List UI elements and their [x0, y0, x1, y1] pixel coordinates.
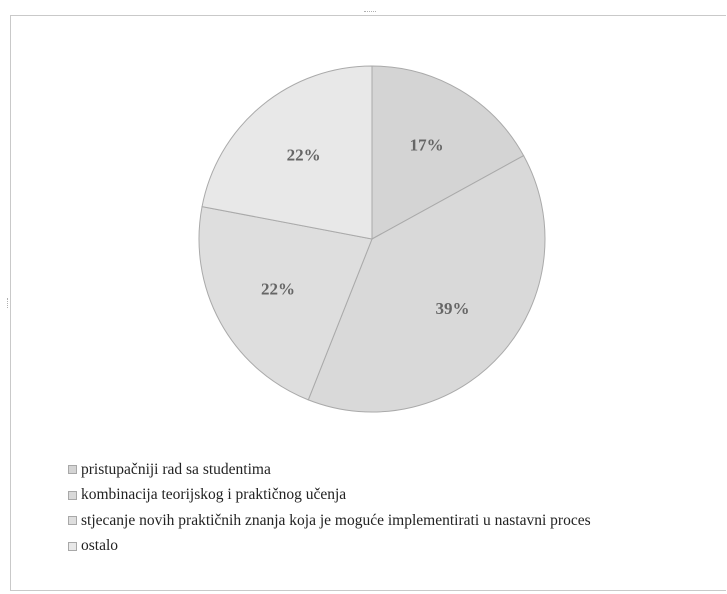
data-label-1: 17% — [410, 136, 444, 155]
legend-label-1: pristupačniji rad sa studentima — [81, 460, 271, 478]
chart-legend: pristupačniji rad sa studentima kombinaci… — [68, 457, 591, 559]
legend-item-4: ostalo — [68, 534, 591, 560]
data-label-4: 22% — [287, 145, 321, 164]
legend-label-2: kombinacija teorijskog i praktičnog učen… — [81, 486, 347, 504]
pie-slice-1 — [371, 65, 525, 240]
pie-slice-3 — [198, 205, 373, 401]
legend-item-2: kombinacija teorijskog i praktičnog učen… — [68, 483, 591, 509]
legend-item-3: stjecanje novih praktičnih znanja koja j… — [68, 508, 591, 534]
legend-item-1: pristupačniji rad sa studentima — [68, 457, 591, 483]
legend-swatch-3 — [68, 516, 77, 526]
legend-label-4: ostalo — [81, 537, 119, 555]
pie-slice-4 — [201, 65, 373, 240]
legend-swatch-2 — [68, 490, 77, 500]
pie-slice-2 — [307, 154, 546, 413]
data-label-3: 22% — [261, 280, 295, 299]
data-label-2: 39% — [436, 299, 470, 318]
legend-swatch-4 — [68, 541, 77, 551]
resize-handle-left[interactable] — [7, 298, 10, 308]
legend-label-3: stjecanje novih praktičnih znanja koja j… — [81, 511, 591, 529]
legend-swatch-1 — [68, 465, 77, 475]
